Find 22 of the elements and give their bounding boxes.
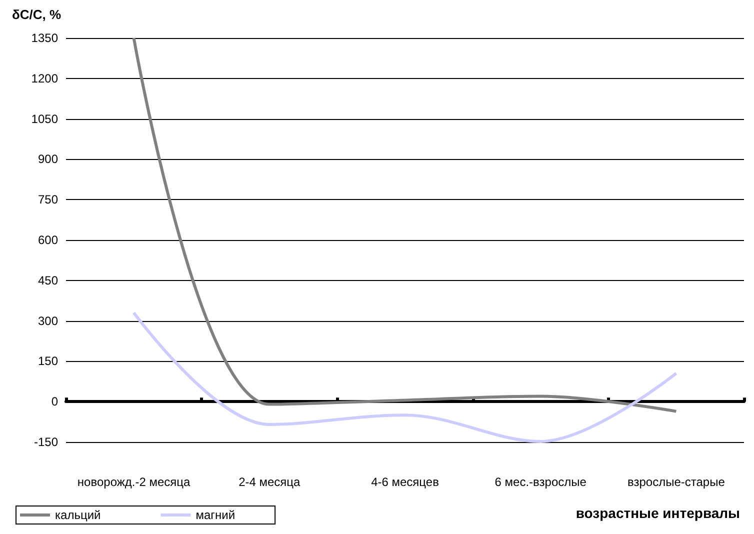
x-tick-label: новорожд.-2 месяца — [77, 475, 191, 489]
legend-label: кальций — [55, 508, 101, 522]
line-series — [132, 311, 678, 443]
y-tick-label: 150 — [38, 354, 58, 368]
x-tick-label: 4-6 месяцев — [371, 475, 439, 489]
x-tick-label: 2-4 месяца — [238, 475, 301, 489]
y-axis-title: δC/C, % — [12, 7, 62, 22]
legend-label: магний — [196, 508, 236, 522]
y-tick-label: 1350 — [31, 31, 58, 45]
y-tick-label: 1200 — [31, 71, 58, 86]
y-tick-label: 1050 — [31, 112, 58, 126]
y-tick-label: -150 — [34, 435, 58, 449]
line-series — [132, 36, 678, 413]
x-tick-label: 6 мес.-взрослые — [494, 475, 587, 489]
x-tick-label: взрослые-старые — [627, 475, 726, 489]
x-axis-title: возрастные интервалы — [576, 505, 740, 521]
y-tick-label: 0 — [51, 394, 58, 409]
y-tick-label: 750 — [38, 192, 58, 207]
y-tick-label: 300 — [38, 314, 58, 328]
y-tick-label: 450 — [38, 273, 58, 288]
y-tick-label: 600 — [38, 233, 58, 247]
y-tick-label: 900 — [38, 152, 58, 166]
